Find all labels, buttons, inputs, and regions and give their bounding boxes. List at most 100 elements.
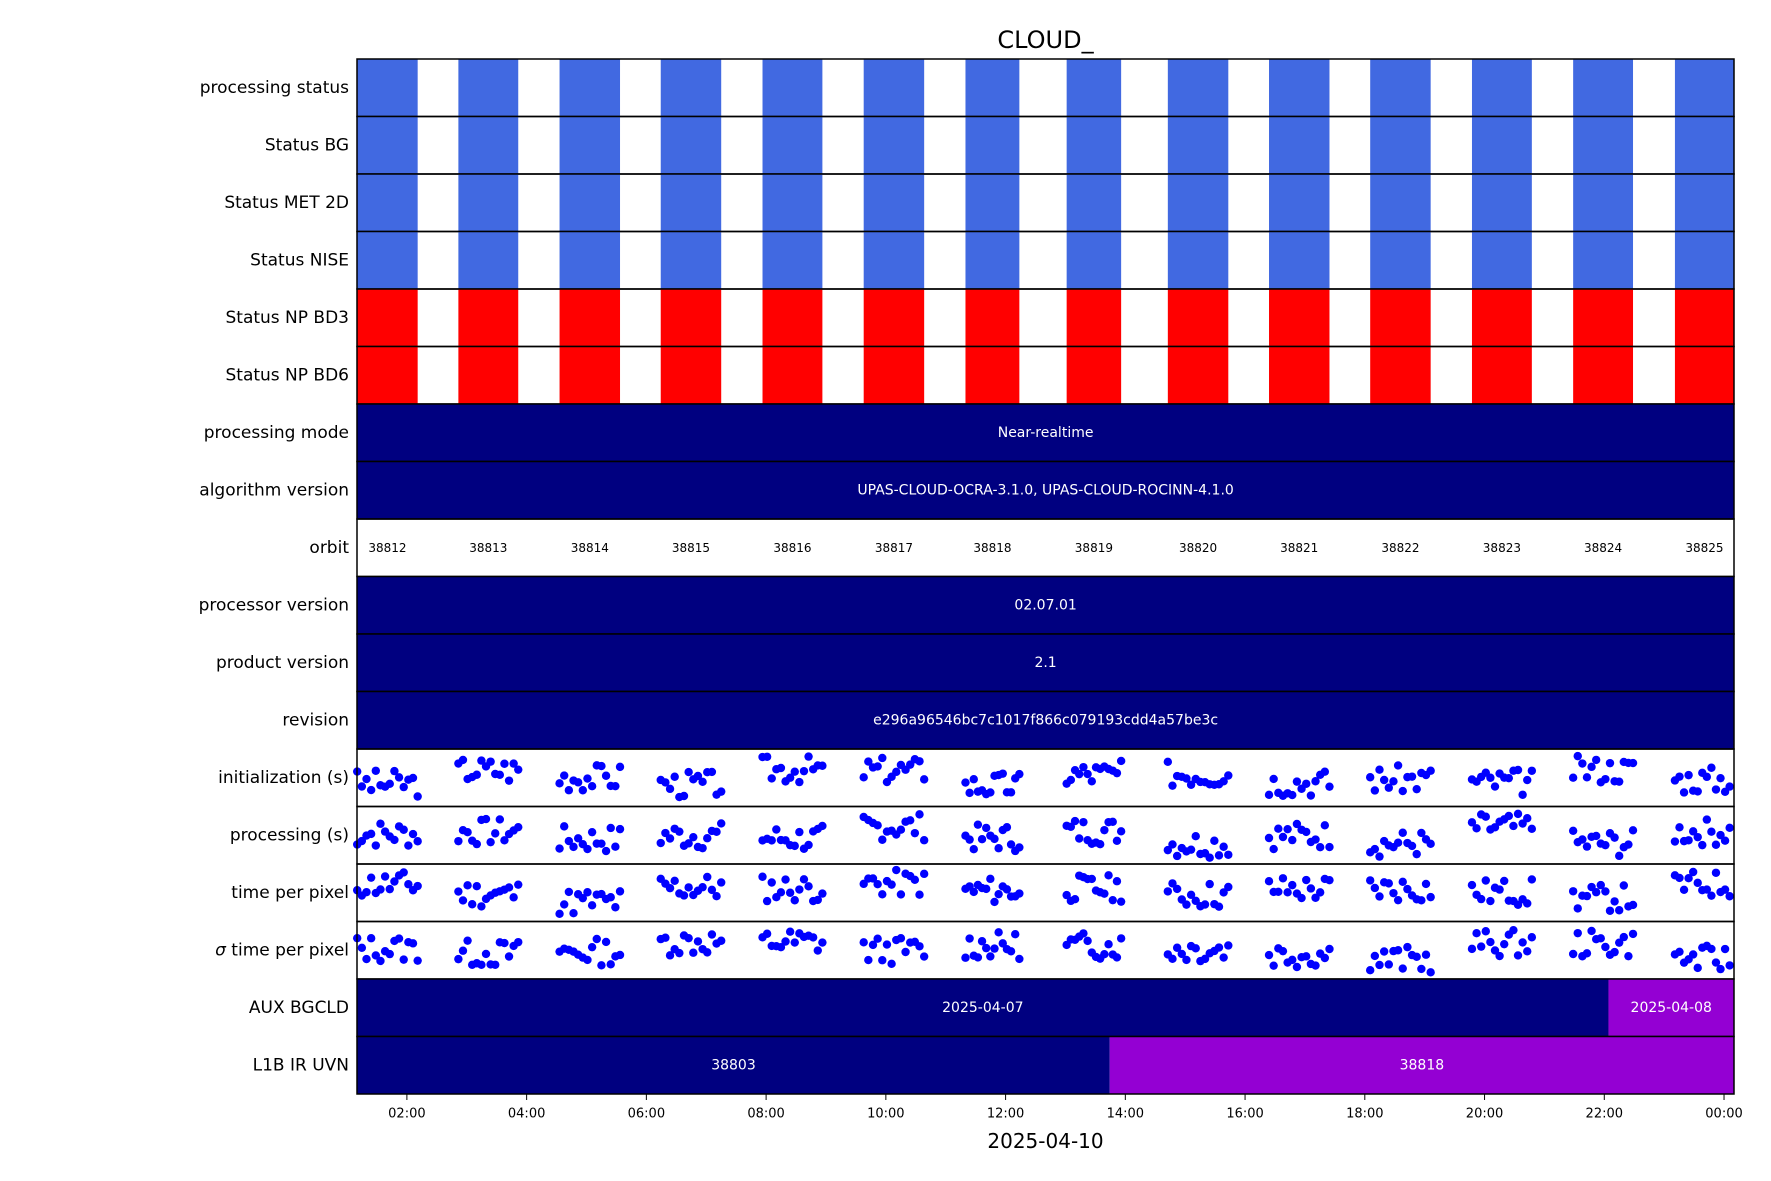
scatter-point [698, 843, 707, 853]
scatter-point [762, 752, 772, 761]
scatter-point [1426, 839, 1435, 849]
scatter-point [458, 755, 468, 765]
scatter-point [587, 942, 597, 952]
scatter-point [1274, 887, 1283, 896]
status-bar [1370, 174, 1431, 232]
scatter-point [1403, 942, 1412, 952]
scatter-point [1015, 769, 1024, 779]
scatter-point [615, 824, 625, 834]
scatter-point [661, 778, 670, 787]
scatter-point [1725, 782, 1734, 791]
scatter-point [573, 778, 583, 787]
scatter-point [399, 782, 408, 792]
scatter-point [689, 832, 698, 842]
scatter-point [399, 868, 408, 877]
scatter-point [366, 934, 376, 943]
scatter-point [1325, 842, 1334, 852]
scatter-point [514, 765, 523, 774]
orbit-label: 38825 [1685, 541, 1723, 555]
scatter-point [873, 821, 882, 830]
scatter-point [454, 836, 463, 846]
scatter-point [703, 872, 712, 882]
scatter-point [864, 757, 873, 766]
scatter-point [994, 889, 1003, 899]
scatter-point [1006, 788, 1016, 797]
status-bar [1066, 174, 1122, 232]
scatter-point [1375, 960, 1384, 970]
scatter-point [1481, 927, 1490, 936]
status-bar [1674, 174, 1735, 232]
scatter-point [1513, 765, 1523, 775]
scatter-point [1591, 831, 1601, 841]
scatter-point [1108, 895, 1117, 905]
scatter-point [818, 938, 827, 947]
scatter-point [458, 946, 468, 955]
status-bar [1370, 231, 1431, 289]
scatter-point [1168, 781, 1177, 790]
scatter-point [665, 834, 675, 843]
scatter-point [961, 953, 970, 962]
scatter-point [1601, 774, 1610, 784]
scatter-point [1500, 876, 1509, 886]
scatter-point [665, 784, 675, 794]
scatter-point [1186, 780, 1196, 789]
scatter-point [1495, 885, 1504, 894]
status-bar [1370, 346, 1431, 404]
row-label: algorithm version [199, 480, 349, 500]
scatter-point [961, 778, 970, 787]
scatter-point [509, 893, 518, 902]
scatter-point [1224, 941, 1233, 950]
scatter-point [413, 837, 422, 846]
scatter-point [1219, 953, 1228, 962]
scatter-point [1426, 766, 1435, 775]
scatter-point [813, 895, 822, 905]
scatter-point [1509, 821, 1518, 831]
scatter-point [1224, 882, 1233, 892]
scatter-point [1168, 954, 1177, 964]
scatter-point [1684, 770, 1693, 780]
scatter-point [1393, 895, 1403, 905]
scatter-point [1112, 768, 1122, 778]
scatter-point [698, 883, 707, 892]
scatter-point [362, 887, 371, 897]
scatter-point [887, 880, 896, 889]
segment-bar [357, 979, 1609, 1037]
scatter-point [873, 762, 882, 771]
scatter-point [790, 841, 799, 851]
scatter-point [818, 761, 827, 770]
scatter-point [1108, 817, 1117, 827]
status-bar [1167, 289, 1229, 347]
status-bar [1471, 174, 1532, 232]
scatter-point [1384, 879, 1393, 888]
row-label: orbit [309, 538, 349, 558]
scatter-point [587, 901, 597, 910]
scatter-point [1375, 852, 1384, 861]
status-bar [1471, 346, 1532, 404]
scatter-point [569, 842, 578, 852]
scatter-point [486, 757, 495, 766]
scatter-point [1596, 934, 1605, 943]
scatter-point [1302, 827, 1311, 837]
scatter-point [1490, 946, 1500, 955]
scatter-point [472, 770, 482, 779]
scatter-point [366, 829, 376, 839]
scatter-point [1417, 964, 1426, 974]
scatter-point [1062, 890, 1071, 900]
status-bar [762, 116, 823, 174]
segment-bar [357, 634, 1734, 692]
scatter-point [969, 887, 978, 897]
scatter-point [790, 896, 799, 905]
scatter-point [1670, 837, 1680, 846]
status-bar [458, 346, 519, 404]
scatter-point [1011, 929, 1020, 939]
scatter-point [1509, 925, 1518, 935]
scatter-point [977, 835, 987, 844]
status-bar [762, 174, 823, 232]
scatter-point [504, 952, 514, 961]
scatter-point [606, 960, 615, 969]
scatter-point [399, 825, 408, 834]
orbit-label: 38814 [571, 541, 609, 555]
scatter-point [1684, 836, 1693, 845]
status-bar [1370, 289, 1431, 347]
scatter-point [684, 767, 693, 777]
